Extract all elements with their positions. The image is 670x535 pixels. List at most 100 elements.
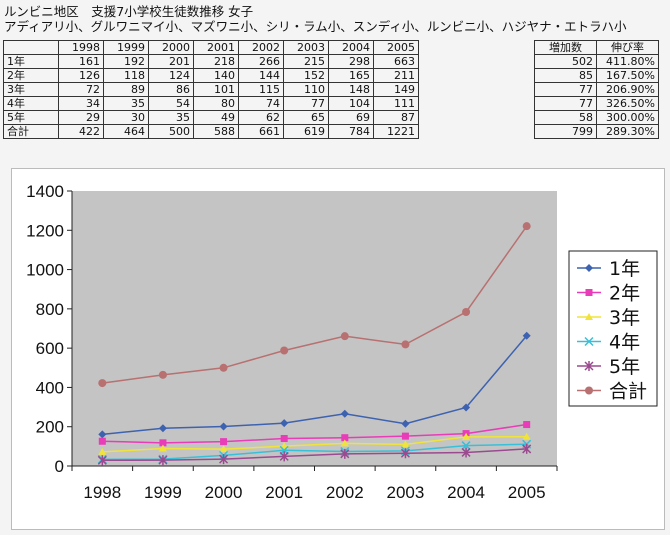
- table-cell: 298: [328, 54, 374, 69]
- data-point: [158, 370, 167, 379]
- table-cell: 35: [103, 96, 149, 111]
- legend-label: 3年: [609, 307, 640, 329]
- year-header: 2000: [148, 40, 194, 55]
- data-point: [219, 454, 229, 465]
- data-point: [159, 439, 167, 447]
- y-tick-label: 800: [36, 300, 64, 319]
- series-line: [102, 435, 527, 453]
- side-row: 77 326.50%: [534, 96, 659, 111]
- table-cell: 152: [283, 68, 329, 83]
- table-row: 3年 72 89 86 101 115 110 148 149: [3, 82, 419, 97]
- table-cell: 1221: [373, 124, 419, 139]
- legend-marker: [584, 336, 594, 347]
- table-cell: 65: [283, 110, 329, 125]
- enrollment-table: 1998 1999 2000 2001 2002 2003 2004 2005 1年 161 192…: [3, 40, 419, 139]
- table-cell: 588: [193, 124, 239, 139]
- side-row: 85 167.50%: [534, 68, 659, 83]
- data-point: [219, 422, 228, 431]
- data-point: [522, 443, 532, 454]
- table-cell: 110: [283, 82, 329, 97]
- year-header: 1998: [58, 40, 104, 55]
- legend-box: [568, 250, 658, 407]
- row-label: 3年: [3, 82, 59, 97]
- x-tick-label: 2005: [508, 483, 546, 502]
- table-header-row: 1998 1999 2000 2001 2002 2003 2004 2005: [3, 40, 419, 55]
- series-line: [102, 225, 528, 384]
- x-tick-label: 1999: [144, 483, 182, 502]
- table-cell: 34: [58, 96, 104, 111]
- table-cell: 74: [238, 96, 284, 111]
- series-line: [102, 448, 527, 462]
- series-line: [102, 335, 528, 436]
- table-row: 2年 126 118 124 140 144 152 165 211: [3, 68, 419, 83]
- legend-label: 2年: [609, 283, 640, 305]
- data-point: [280, 435, 288, 442]
- series-line: [102, 443, 527, 461]
- data-point: [219, 363, 228, 372]
- table-cell: 115: [238, 82, 284, 97]
- data-point: [401, 440, 410, 448]
- y-tick-label: 0: [55, 457, 64, 476]
- data-point: [462, 432, 471, 440]
- table-cell: 218: [193, 54, 239, 69]
- data-point: [461, 447, 471, 458]
- table-cell: 619: [283, 124, 329, 139]
- data-point: [461, 441, 471, 451]
- table-cell: 126: [58, 68, 104, 83]
- plot-background: [72, 191, 557, 466]
- table-cell: 118: [103, 68, 149, 83]
- table-cell: 80: [193, 96, 239, 111]
- year-header: 1999: [103, 40, 149, 55]
- legend-marker: [585, 289, 593, 296]
- table-cell: 87: [373, 110, 419, 125]
- legend-label: 1年: [609, 258, 640, 280]
- year-header: 2003: [283, 40, 329, 55]
- table-cell: 661: [238, 124, 284, 139]
- data-point: [340, 448, 350, 459]
- table-cell: 49: [193, 110, 239, 125]
- table-cell: 161: [58, 54, 104, 69]
- table-cell: 72: [58, 82, 104, 97]
- growth-table: 増加数 伸び率 502 411.80% 85 167.50% 77 206.90% 77 326.…: [534, 40, 659, 139]
- year-header: 2004: [328, 40, 374, 55]
- data-point: [158, 444, 167, 452]
- growth-rate-cell: 326.50%: [596, 96, 659, 111]
- line-chart: 0 200 400 600 800 1000 1200 1400 1998 1999 2000 200…: [26, 182, 658, 502]
- table-cell: 69: [328, 110, 374, 125]
- side-header: 伸び率: [596, 40, 659, 55]
- table-cell: 104: [328, 96, 374, 111]
- data-point: [280, 419, 289, 428]
- table-row: 合計 422 464 500 588 661 619 784 1221: [3, 124, 419, 139]
- data-point: [98, 379, 107, 388]
- data-point: [340, 332, 349, 341]
- table-cell: 266: [238, 54, 284, 69]
- increase-cell: 58: [534, 110, 597, 125]
- side-row: 58 300.00%: [534, 110, 659, 125]
- year-header: 2002: [238, 40, 284, 55]
- table-cell: 86: [148, 82, 194, 97]
- data-point: [158, 424, 167, 433]
- row-label: 2年: [3, 68, 59, 83]
- growth-rate-cell: 167.50%: [596, 68, 659, 83]
- table-cell: 144: [238, 68, 284, 83]
- data-point: [98, 447, 107, 455]
- chart-area: 0 200 400 600 800 1000 1200 1400 1998 1999 2000 200…: [11, 168, 665, 530]
- year-header: 2001: [193, 40, 239, 55]
- table-cell: 500: [148, 124, 194, 139]
- table-cell: 101: [193, 82, 239, 97]
- x-tick-label: 2002: [326, 483, 364, 502]
- legend-marker: [584, 361, 594, 371]
- table-cell: 784: [328, 124, 374, 139]
- y-tick-label: 1000: [26, 261, 64, 280]
- increase-cell: 77: [534, 96, 597, 111]
- side-header-row: 増加数 伸び率: [534, 40, 659, 55]
- table-corner-cell: [3, 40, 59, 55]
- table-cell: 422: [58, 124, 104, 139]
- x-tick-label: 2000: [205, 483, 243, 502]
- data-point: [158, 455, 168, 466]
- data-point: [522, 432, 531, 440]
- legend-marker: [585, 264, 593, 272]
- table-cell: 464: [103, 124, 149, 139]
- data-point: [98, 430, 107, 439]
- increase-cell: 85: [534, 68, 597, 83]
